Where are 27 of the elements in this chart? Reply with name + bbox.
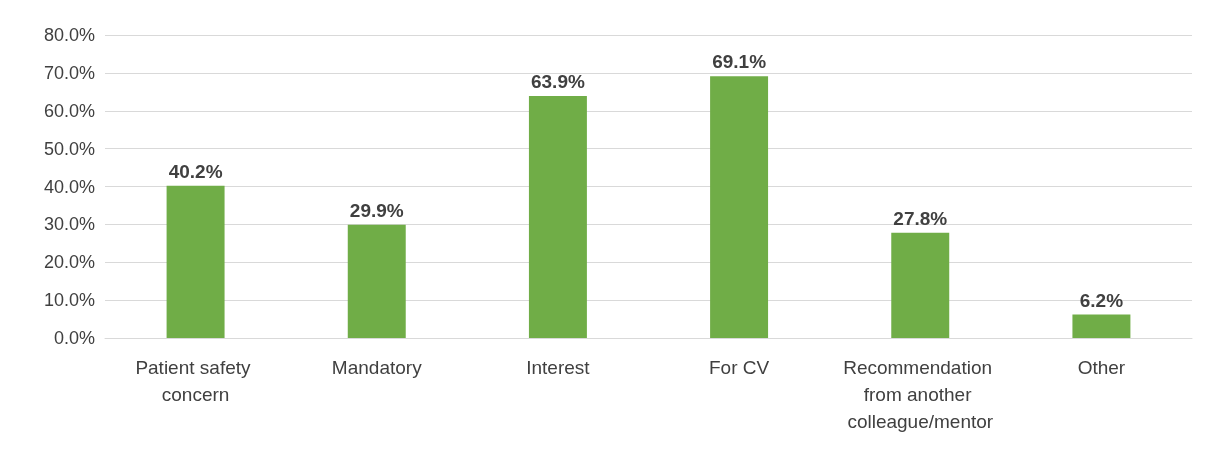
x-tick-label: Mandatory xyxy=(331,357,423,378)
bar xyxy=(710,76,769,338)
x-tick-label: Patient safety concern xyxy=(135,357,256,405)
x-tick-label: Interest xyxy=(526,357,591,378)
data-label: 69.1% xyxy=(712,51,767,73)
x-tick-label: Other xyxy=(1077,357,1126,378)
x-tick-label: For CV xyxy=(708,357,770,378)
data-label: 27.8% xyxy=(893,207,948,229)
data-label: 63.9% xyxy=(530,70,585,92)
y-tick-label: 80.0% xyxy=(43,25,95,45)
bar xyxy=(891,232,950,338)
bar xyxy=(1072,314,1131,338)
x-tick-label: Recommendation from another colleague/mentor xyxy=(843,357,998,432)
y-tick-label: 60.0% xyxy=(43,100,95,121)
data-label: 6.2% xyxy=(1079,289,1124,311)
bar xyxy=(347,224,406,338)
bar xyxy=(166,185,225,338)
data-label: 40.2% xyxy=(168,160,223,182)
data-label: 29.9% xyxy=(349,199,404,221)
y-tick-label: 0.0% xyxy=(53,328,95,348)
y-tick-label: 20.0% xyxy=(43,252,95,273)
y-tick-label: 40.0% xyxy=(43,176,95,197)
y-tick-label: 50.0% xyxy=(43,138,95,159)
y-tick-label: 10.0% xyxy=(43,290,95,311)
bar xyxy=(528,95,587,338)
y-tick-label: 70.0% xyxy=(43,62,95,83)
y-tick-label: 30.0% xyxy=(43,214,95,235)
